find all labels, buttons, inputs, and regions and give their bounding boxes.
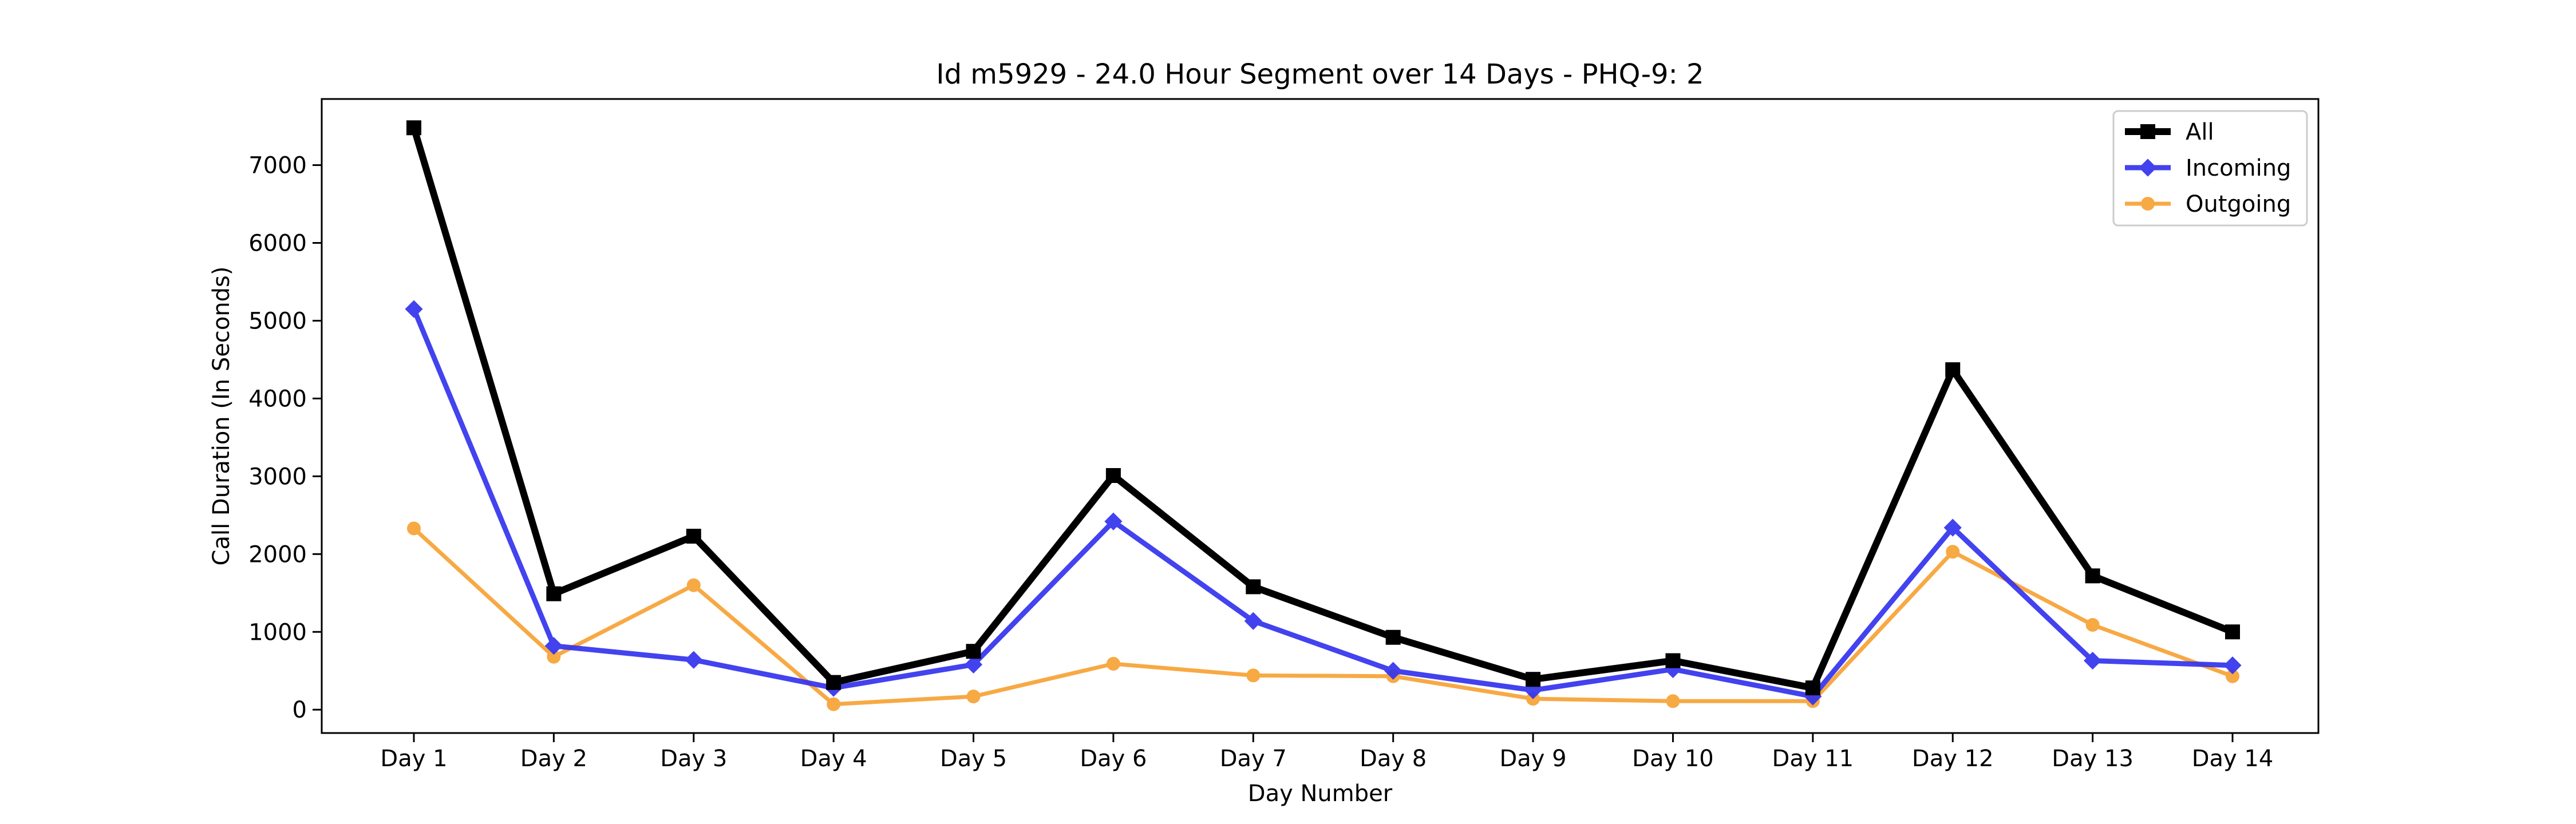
x-tick-label: Day 14: [2192, 746, 2274, 772]
data-point-outgoing: [2085, 618, 2100, 632]
data-point-all: [1246, 579, 1261, 595]
legend-label-all: All: [2186, 119, 2214, 145]
data-point-all: [1385, 629, 1401, 645]
data-point-outgoing: [407, 521, 421, 536]
x-tick-label: Day 9: [1499, 746, 1566, 772]
series-outgoing: [407, 521, 2239, 711]
x-tick-label: Day 2: [520, 746, 587, 772]
legend-box: [2112, 110, 2308, 227]
series-incoming: [405, 300, 2242, 706]
x-tick-label: Day 13: [2052, 746, 2134, 772]
y-axis-label: Call Duration (In Seconds): [208, 267, 235, 566]
data-point-outgoing: [1666, 694, 1680, 708]
data-point-incoming: [1104, 512, 1123, 530]
data-point-all: [826, 675, 841, 690]
data-point-all: [1945, 362, 1961, 378]
legend-item-incoming: [2125, 159, 2171, 177]
x-tick-label: Day 11: [1772, 746, 1854, 772]
data-point-outgoing: [1946, 545, 1960, 559]
legend-label-outgoing: Outgoing: [2186, 191, 2291, 217]
data-point-outgoing: [547, 649, 561, 664]
data-point-outgoing: [966, 690, 981, 704]
y-tick-label: 1000: [248, 619, 307, 645]
data-point-incoming: [685, 651, 703, 669]
x-tick-label: Day 5: [940, 746, 1007, 772]
y-tick-label: 2000: [248, 541, 307, 568]
y-tick-label: 7000: [248, 153, 307, 179]
legend-marker-incoming: [2139, 159, 2157, 177]
x-tick-label: Day 4: [800, 746, 867, 772]
data-point-all: [966, 644, 981, 659]
series-line-outgoing: [412, 526, 2234, 707]
data-point-all: [1665, 653, 1681, 668]
x-axis: Day 1 Day 2 Day 3 Day 4 Day 5 Day 6 Day 7 Day 8…: [380, 733, 2273, 772]
data-point-all: [2085, 568, 2100, 584]
legend-item-all: [2125, 124, 2171, 139]
data-point-incoming: [964, 655, 983, 674]
series-line-incoming: [411, 308, 2233, 700]
data-point-incoming: [1384, 661, 1402, 680]
chart-title: Id m5929 - 24.0 Hour Segment over 14 Day…: [936, 58, 1704, 90]
data-point-incoming: [1244, 612, 1262, 630]
data-point-outgoing: [1106, 657, 1120, 671]
x-axis-label: Day Number: [1248, 781, 1393, 807]
y-tick-label: 4000: [248, 386, 307, 412]
data-point-outgoing: [2226, 669, 2239, 683]
x-tick-label: Day 1: [380, 746, 447, 772]
data-point-all: [686, 529, 701, 544]
legend-marker-all: [2140, 124, 2155, 139]
data-point-incoming: [2084, 651, 2102, 670]
legend-marker-outgoing: [2141, 197, 2155, 211]
y-axis: 0 1000 2000 3000 4000 5000 6000 7000: [248, 153, 322, 723]
x-tick-label: Day 6: [1080, 746, 1147, 772]
data-point-all: [546, 586, 562, 601]
data-point-all: [1526, 672, 1541, 687]
legend: All Incoming Outgoing: [2112, 110, 2308, 227]
data-point-outgoing: [827, 697, 841, 711]
y-tick-label: 5000: [248, 308, 307, 334]
plot-area: [321, 98, 2320, 734]
series-line-all: [410, 126, 2234, 692]
data-point-all: [2225, 624, 2240, 640]
data-point-incoming: [405, 300, 423, 318]
series-all: [406, 120, 2240, 696]
x-tick-label: Day 10: [1632, 746, 1714, 772]
x-tick-label: Day 8: [1360, 746, 1427, 772]
x-tick-label: Day 7: [1220, 746, 1287, 772]
data-point-outgoing: [1246, 668, 1261, 683]
data-point-incoming: [544, 637, 563, 655]
legend-item-outgoing: [2125, 197, 2171, 211]
legend-label-incoming: Incoming: [2186, 155, 2291, 181]
y-tick-label: 3000: [248, 464, 307, 490]
data-point-all: [406, 120, 421, 136]
y-tick-label: 6000: [248, 231, 307, 257]
x-tick-label: Day 3: [660, 746, 727, 772]
data-point-incoming: [2223, 656, 2242, 675]
y-tick-label: 0: [293, 697, 307, 723]
data-point-all: [1105, 468, 1121, 484]
series-layer: [405, 120, 2242, 711]
x-tick-label: Day 12: [1912, 746, 1994, 772]
data-point-outgoing: [686, 578, 701, 592]
data-point-all: [1805, 680, 1820, 696]
data-point-incoming: [1943, 518, 1962, 537]
